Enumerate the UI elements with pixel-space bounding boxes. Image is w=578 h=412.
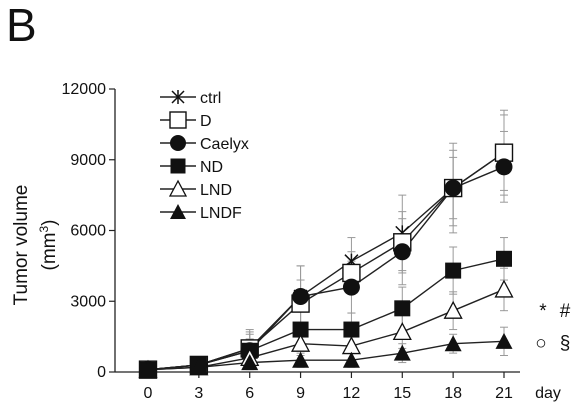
significance-marker: #	[560, 301, 571, 322]
panel-label: B	[6, 0, 37, 51]
x-tick-label: 3	[194, 385, 203, 402]
data-point-lndf	[241, 354, 259, 371]
y-tick-label: 0	[97, 364, 106, 381]
data-point-lndf	[139, 361, 157, 378]
data-point-nd	[292, 321, 309, 338]
legend-entry: LND	[200, 182, 232, 199]
data-point-caelyx	[495, 158, 513, 176]
data-point-lndf	[444, 335, 462, 352]
data-point-lndf	[393, 344, 411, 361]
data-point-nd	[496, 250, 512, 267]
data-point-caelyx	[292, 288, 310, 306]
legend-entry: ND	[200, 159, 223, 176]
legend-entry: ctrl	[200, 90, 221, 107]
significance-marker: §	[560, 333, 571, 354]
x-tick-label: 12	[343, 385, 361, 402]
legend-marker-lnd	[168, 179, 188, 197]
legend-marker-nd	[170, 158, 186, 174]
significance-marker: *	[539, 301, 547, 322]
legend-entry: LNDF	[200, 205, 242, 222]
x-tick-label: 6	[245, 385, 254, 402]
y-tick-label: 6000	[70, 223, 106, 240]
legend-entry: Caelyx	[200, 136, 249, 153]
data-point-lndf	[292, 351, 310, 368]
data-point-lnd	[494, 279, 514, 298]
x-tick-label: 0	[144, 385, 153, 402]
data-point-nd	[445, 262, 462, 279]
data-point-lndf	[342, 351, 360, 368]
data-point-nd	[394, 300, 411, 317]
x-tick-label: 15	[393, 385, 411, 402]
legend-marker-d	[169, 111, 187, 129]
significance-marker: ○	[535, 333, 546, 354]
x-tick-label: 21	[495, 385, 513, 402]
legend-marker-ctrl	[171, 90, 185, 104]
legend-marker-lndf	[170, 204, 186, 219]
x-tick-label: 18	[444, 385, 462, 402]
data-point-caelyx	[444, 179, 462, 197]
y-tick-label: 9000	[70, 152, 106, 169]
y-tick-label: 3000	[70, 293, 106, 310]
data-point-caelyx	[393, 243, 411, 261]
data-point-caelyx	[342, 278, 360, 296]
data-point-nd	[343, 321, 360, 338]
data-point-lnd	[392, 322, 412, 341]
legend-entry: D	[200, 113, 212, 130]
y-tick-label: 12000	[62, 81, 107, 98]
data-point-lnd	[443, 300, 463, 319]
data-point-lnd	[290, 333, 311, 352]
x-tick-label: 9	[296, 385, 305, 402]
data-point-lndf	[190, 358, 208, 375]
x-axis-label: day	[535, 385, 561, 402]
data-point-lndf	[495, 332, 513, 349]
legend-marker-caelyx	[170, 135, 186, 151]
